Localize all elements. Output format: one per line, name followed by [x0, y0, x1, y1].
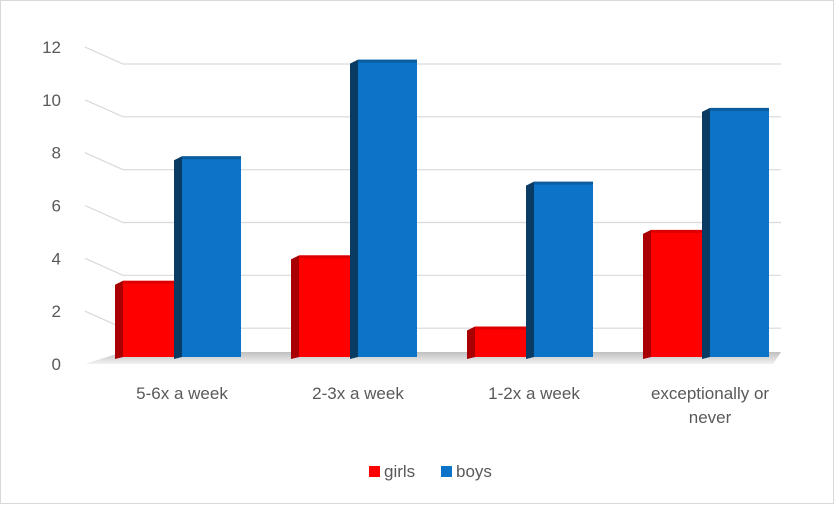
bar-top: [182, 156, 241, 160]
gridline: [84, 46, 781, 65]
y-tick-label: 6: [52, 197, 61, 216]
bar-side: [174, 156, 182, 359]
y-tick-label: 0: [52, 355, 61, 374]
bar-girls-0: [123, 280, 182, 357]
bar-top: [651, 229, 710, 233]
bar-side: [115, 280, 123, 359]
floor-plane: [85, 352, 781, 364]
bar-top: [710, 107, 769, 111]
bar-side: [350, 59, 358, 359]
bar-boys-3: [710, 107, 769, 358]
bar-top: [123, 280, 182, 284]
legend: girls boys: [369, 462, 492, 481]
y-tick-label: 2: [52, 302, 61, 321]
bar-boys-2: [534, 181, 593, 357]
y-axis-ticks: 0 2 4 6 8 10 12: [42, 38, 61, 374]
legend-swatch-girls: [369, 466, 380, 477]
bar-side: [526, 181, 534, 359]
bar-side: [643, 229, 651, 359]
bar-top: [534, 181, 593, 185]
bars: [115, 59, 769, 360]
y-tick-label: 4: [52, 249, 61, 268]
bar-side: [291, 255, 299, 359]
bar-side: [467, 326, 475, 359]
bar-top: [358, 59, 417, 63]
y-tick-label: 8: [52, 144, 61, 163]
bar-top: [475, 326, 534, 330]
category-labels: 5-6x a week 2-3x a week 1-2x a week excepti…: [136, 384, 769, 427]
chart-floor: [85, 352, 781, 364]
bar-girls-2: [475, 326, 534, 357]
legend-label-girls: girls: [384, 462, 415, 481]
legend-swatch-boys: [441, 466, 452, 477]
bar-girls-3: [651, 229, 710, 357]
y-tick-label: 12: [42, 38, 61, 57]
category-label: 5-6x a week: [136, 384, 228, 403]
bar-top: [299, 255, 358, 259]
category-label: exceptionally or: [651, 384, 769, 403]
legend-label-boys: boys: [456, 462, 492, 481]
bar-boys-0: [182, 156, 241, 357]
bar-boys-1: [358, 59, 417, 357]
gridline: [84, 99, 781, 118]
category-label: 1-2x a week: [488, 384, 580, 403]
category-label: 2-3x a week: [312, 384, 404, 403]
bar-girls-1: [299, 255, 358, 357]
gridline: [84, 152, 781, 171]
bar-side: [702, 107, 710, 360]
category-label: never: [689, 408, 732, 427]
y-tick-label: 10: [42, 91, 61, 110]
